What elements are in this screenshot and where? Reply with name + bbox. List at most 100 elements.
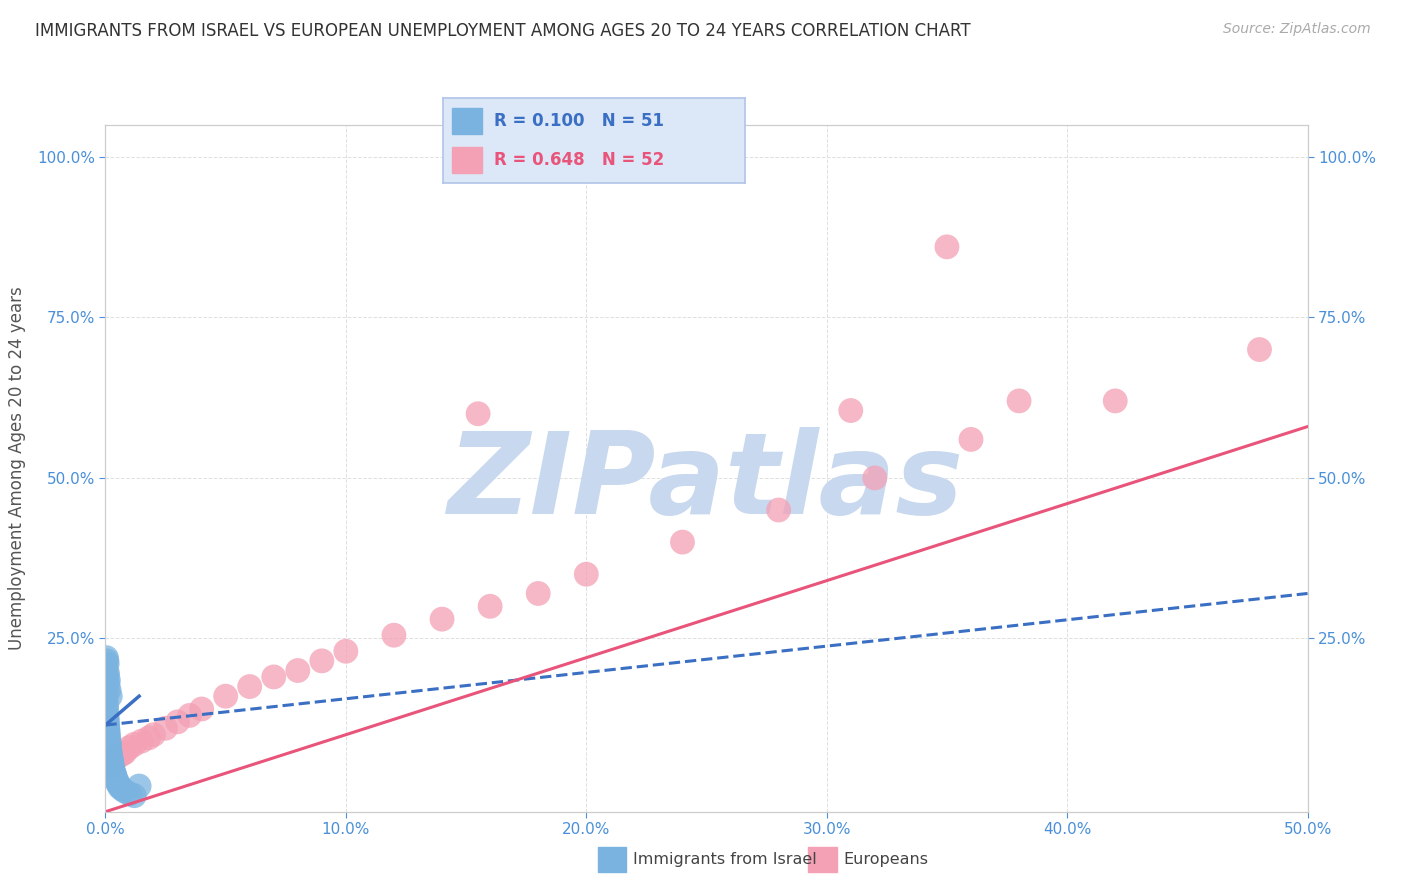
Point [101,758,124,772]
Point [131,734,153,748]
Point [155,721,177,735]
Point [103,753,125,767]
Point [98,746,121,760]
Point [98,689,121,703]
Point [98,760,121,774]
Point [107,750,129,764]
Point [98,737,121,751]
Point [97,718,120,732]
Point [96,758,118,772]
Point [936,240,959,254]
Point [527,586,550,600]
Text: R = 0.648   N = 52: R = 0.648 N = 52 [495,151,665,169]
Point [1249,343,1271,357]
Point [142,728,165,742]
Point [98,758,121,772]
Point [311,654,333,668]
Point [118,787,141,801]
Point [239,680,262,694]
Point [100,755,122,769]
Point [114,746,136,760]
Point [97,760,120,774]
Point [97,724,120,739]
Point [97,760,120,774]
Point [96,670,118,684]
Text: Europeans: Europeans [844,853,928,867]
Text: Immigrants from Israel: Immigrants from Israel [633,853,817,867]
Point [103,767,125,781]
Point [97,731,120,745]
Point [107,778,129,792]
Point [98,744,121,758]
Point [97,673,120,687]
Point [467,407,489,421]
Point [111,747,134,761]
Point [335,644,357,658]
Point [179,708,201,723]
Point [382,628,405,642]
Point [100,756,122,771]
Point [96,657,118,671]
Point [263,670,285,684]
Point [98,740,121,755]
Point [97,676,120,690]
Point [107,776,129,790]
Point [97,666,120,681]
Point [108,748,131,763]
Point [98,760,121,774]
Point [96,692,118,706]
Point [96,714,118,729]
Point [863,471,886,485]
Point [96,664,118,678]
Point [98,760,121,774]
Point [96,760,118,774]
Point [96,753,118,767]
Point [96,654,118,668]
Point [96,698,118,713]
Point [97,758,120,772]
Bar [451,147,482,173]
Point [97,734,120,748]
Point [104,769,127,783]
Point [101,757,124,772]
Point [768,503,790,517]
Point [96,756,118,771]
Point [960,433,983,447]
Bar [451,108,482,134]
Point [98,682,121,697]
Point [108,780,131,795]
Point [94,686,117,700]
Point [124,737,146,751]
Point [96,712,118,726]
Point [100,753,122,767]
Point [98,761,121,775]
Text: Source: ZipAtlas.com: Source: ZipAtlas.com [1223,22,1371,37]
Point [287,664,309,678]
Point [100,748,122,763]
Point [430,612,453,626]
Y-axis label: Unemployment Among Ages 20 to 24 years: Unemployment Among Ages 20 to 24 years [8,286,25,650]
Point [101,763,124,777]
Point [100,750,122,764]
Point [138,731,160,745]
Point [96,755,118,769]
Text: IMMIGRANTS FROM ISRAEL VS EUROPEAN UNEMPLOYMENT AMONG AGES 20 TO 24 YEARS CORREL: IMMIGRANTS FROM ISRAEL VS EUROPEAN UNEMP… [35,22,970,40]
Point [100,752,122,766]
Point [124,789,146,803]
Point [105,772,128,787]
Point [839,403,862,417]
Text: R = 0.100   N = 51: R = 0.100 N = 51 [495,112,664,130]
Point [214,689,236,703]
Point [97,728,120,742]
Point [1008,393,1031,408]
Point [103,766,125,780]
Point [575,567,598,582]
Point [97,756,120,771]
Point [96,708,118,723]
Point [118,740,141,755]
Point [114,784,136,798]
Point [98,747,121,761]
Point [97,758,120,772]
Point [98,735,121,749]
Point [96,756,118,771]
